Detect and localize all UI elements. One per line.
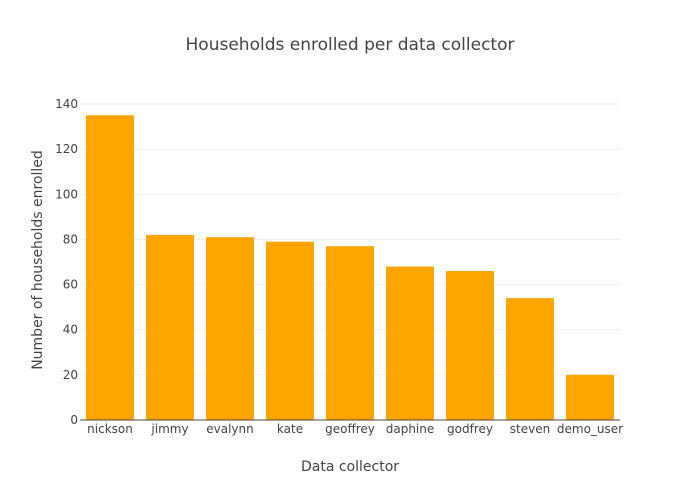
y-axis-ticks: 0 20 40 60 80 100 120 140: [55, 97, 78, 427]
y-tick-label: 100: [55, 187, 78, 201]
y-tick-label: 120: [55, 142, 78, 156]
y-tick-label: 80: [63, 232, 78, 246]
chart-title: Households enrolled per data collector: [186, 35, 515, 55]
bar-daphine[interactable]: [386, 266, 434, 420]
bar-godfrey[interactable]: [446, 271, 494, 420]
bars: [86, 115, 614, 421]
y-tick-label: 0: [70, 413, 78, 427]
x-tick-label: jimmy: [150, 422, 188, 436]
bar-nickson[interactable]: [86, 115, 134, 421]
x-tick-label: demo_user: [557, 422, 623, 436]
bar-geoffrey[interactable]: [326, 246, 374, 420]
bar-demo_user[interactable]: [566, 374, 614, 420]
y-tick-label: 40: [63, 323, 78, 337]
x-tick-label: evalynn: [206, 422, 253, 436]
x-axis-title: Data collector: [301, 459, 399, 475]
bar-evalynn[interactable]: [206, 237, 254, 420]
x-tick-label: godfrey: [447, 422, 493, 436]
x-tick-label: kate: [277, 422, 303, 436]
x-tick-label: nickson: [87, 422, 133, 436]
y-tick-label: 20: [63, 368, 78, 382]
bar-kate[interactable]: [266, 241, 314, 420]
bar-steven[interactable]: [506, 298, 554, 420]
y-tick-label: 140: [55, 97, 78, 111]
x-tick-label: steven: [510, 422, 550, 436]
x-tick-label: daphine: [386, 422, 435, 436]
x-axis-ticks: nickson jimmy evalynn kate geoffrey daphine go…: [87, 422, 623, 436]
y-axis-title: Number of households enrolled: [30, 150, 46, 370]
x-tick-label: geoffrey: [325, 422, 375, 436]
y-tick-label: 60: [63, 278, 78, 292]
bar-jimmy[interactable]: [146, 234, 194, 420]
